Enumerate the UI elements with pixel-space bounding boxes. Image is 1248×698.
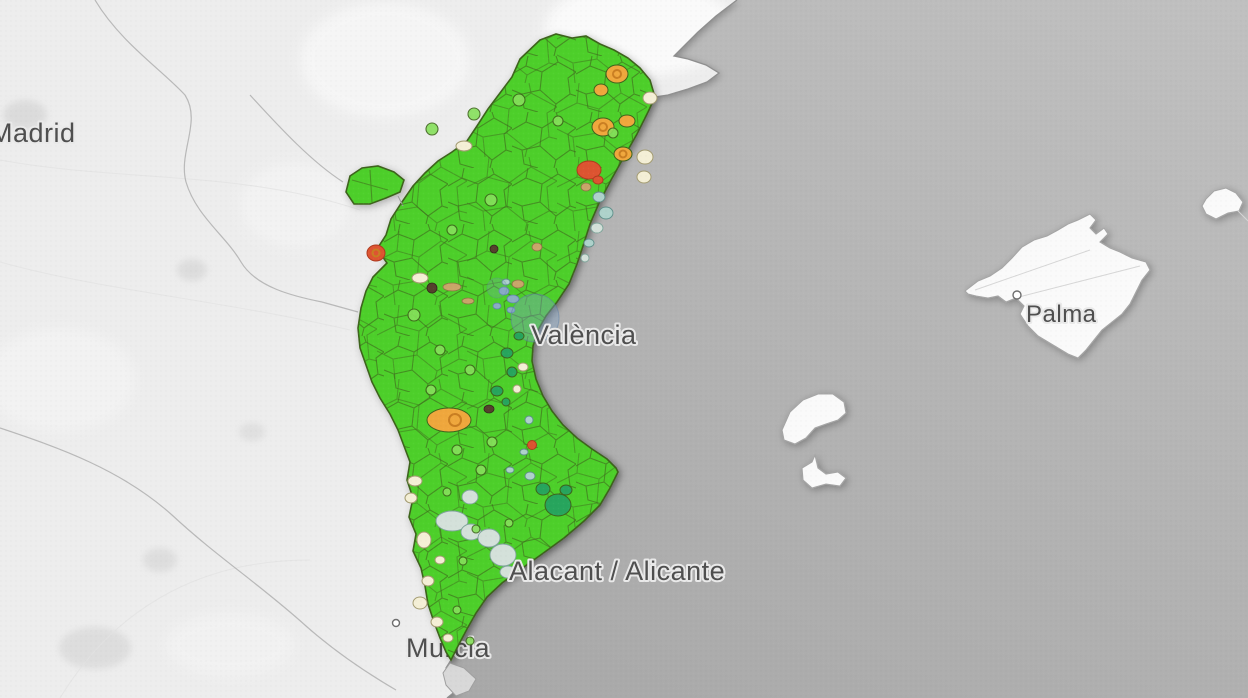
label-madrid: Madrid xyxy=(0,118,76,148)
label-valencia: València xyxy=(531,320,637,350)
murcia-city-dot-icon xyxy=(391,618,401,628)
palma-city-dot-icon xyxy=(1012,290,1022,300)
label-palma: Palma xyxy=(1026,301,1097,328)
label-alacant: Alacant / Alicante xyxy=(509,556,725,586)
